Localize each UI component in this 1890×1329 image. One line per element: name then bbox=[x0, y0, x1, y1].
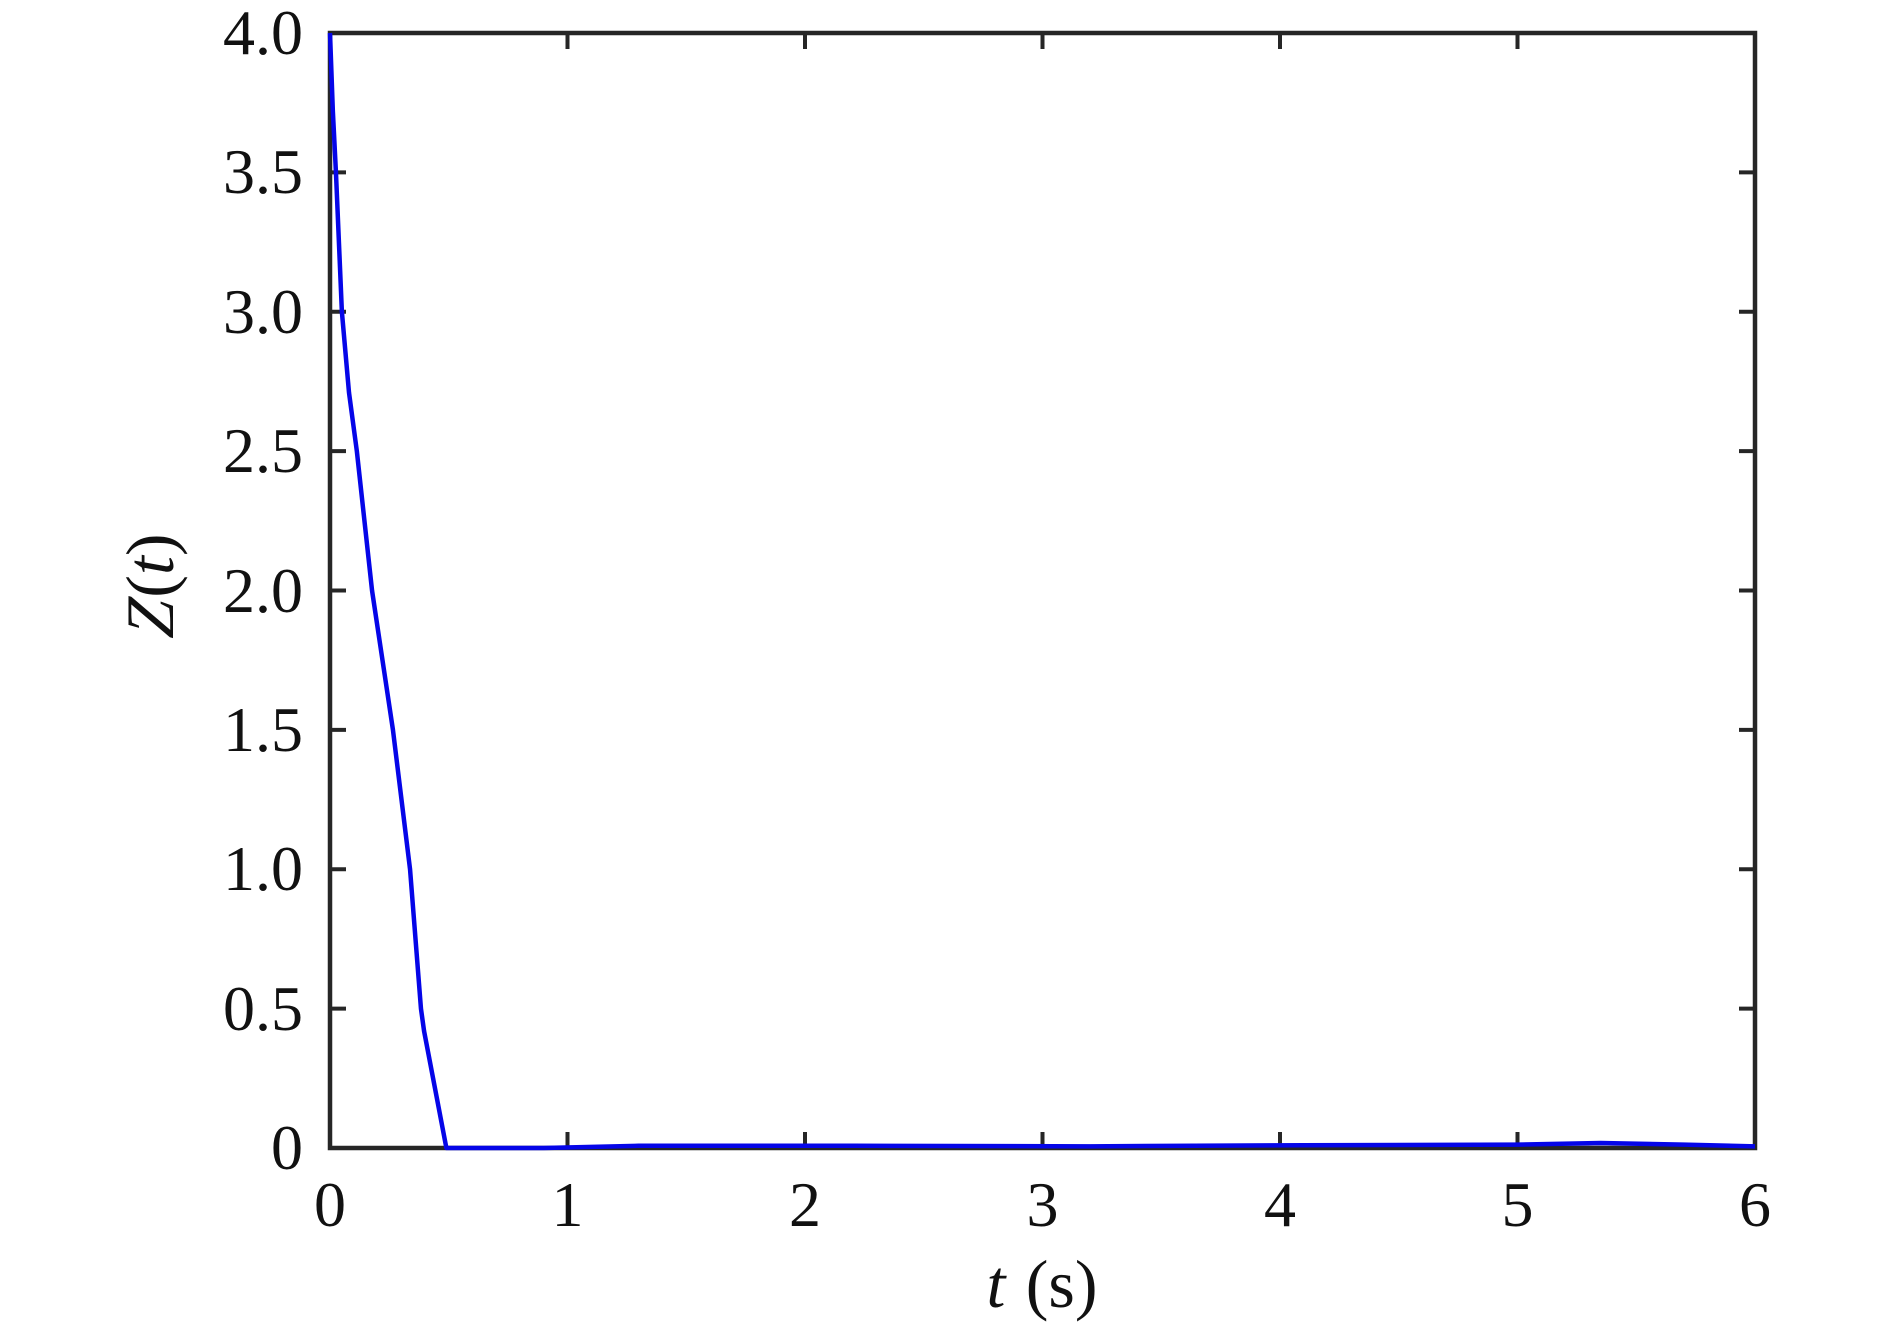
y-tick-label: 3.5 bbox=[223, 136, 303, 208]
y-tick-label: 1.0 bbox=[223, 833, 303, 905]
y-tick-label: 0 bbox=[271, 1112, 303, 1183]
y-tick-label: 3.0 bbox=[223, 275, 303, 347]
y-tick-label: 2.0 bbox=[223, 554, 303, 626]
x-tick-label: 3 bbox=[1026, 1169, 1059, 1240]
x-axis-symbol: t bbox=[986, 1246, 1006, 1322]
y-tick-label: 2.5 bbox=[223, 415, 303, 487]
y-axis-arg: t bbox=[112, 556, 188, 576]
y-tick-label: 4.0 bbox=[223, 0, 303, 68]
y-tick-label: 0.5 bbox=[223, 972, 303, 1044]
x-tick-label: 6 bbox=[1739, 1169, 1771, 1240]
x-tick-label: 2 bbox=[789, 1169, 821, 1240]
y-axis-close-paren: ) bbox=[112, 533, 188, 557]
y-tick-label: 1.5 bbox=[223, 693, 303, 765]
x-tick-label: 5 bbox=[1501, 1169, 1534, 1240]
y-axis-label: Z(t) bbox=[112, 533, 188, 640]
x-axis-unit: (s) bbox=[1025, 1246, 1098, 1322]
x-tick-label: 0 bbox=[314, 1169, 346, 1240]
x-tick-label: 4 bbox=[1264, 1169, 1296, 1240]
x-axis-label: t (s) bbox=[986, 1248, 1097, 1320]
plot-frame bbox=[327, 30, 1758, 1151]
x-tick-label: 1 bbox=[551, 1169, 584, 1240]
series-line bbox=[327, 32, 1756, 1151]
y-axis-symbol: Z bbox=[112, 593, 188, 641]
